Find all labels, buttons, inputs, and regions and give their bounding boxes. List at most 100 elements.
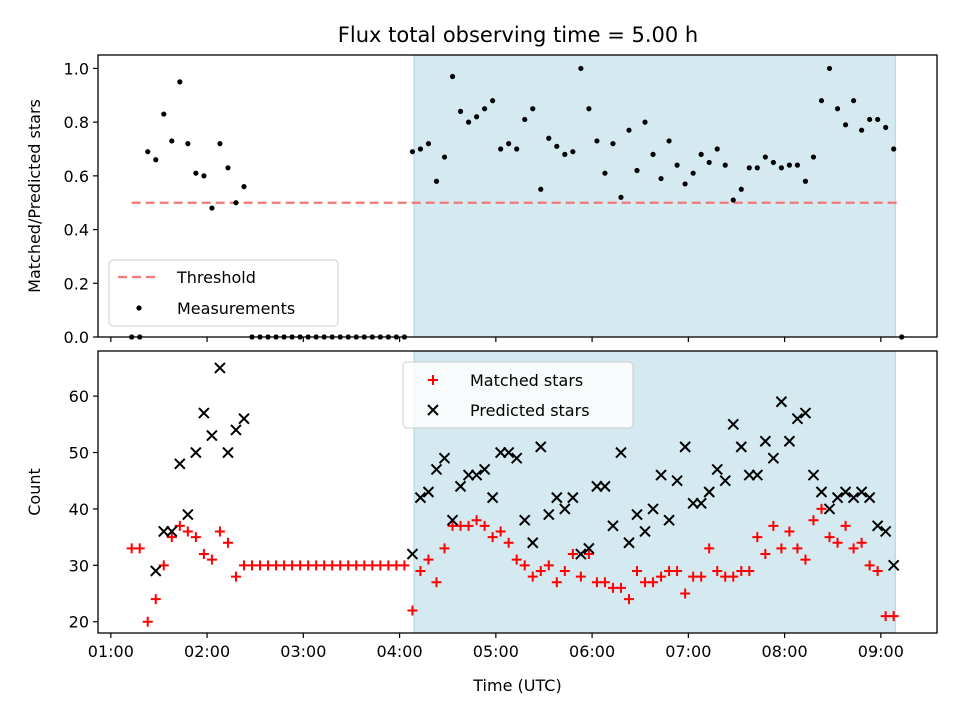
predicted-star-point: [502, 446, 515, 459]
matched-star-point: [535, 565, 546, 576]
predicted-star-point: [823, 503, 836, 515]
measurement-point: [441, 154, 448, 160]
predicted-star-point: [454, 480, 467, 493]
x-tick-label: 05:00: [473, 642, 519, 661]
measurement-point: [538, 186, 544, 192]
predicted-star-point: [599, 480, 611, 493]
matched-star-point: [672, 565, 683, 576]
matched-star-point: [776, 543, 787, 554]
measurement-point: [417, 146, 424, 152]
measurement-point: [554, 143, 560, 149]
measurement-point: [698, 151, 704, 157]
x-tick-label: 09:00: [858, 642, 904, 661]
matched-star-point: [599, 577, 610, 588]
predicted-star-point: [799, 407, 812, 419]
predicted-star-point: [831, 491, 844, 504]
predicted-star-point: [430, 463, 443, 476]
predicted-star-point: [214, 362, 226, 374]
predicted-star-point: [703, 486, 715, 498]
measurement-point: [473, 114, 480, 120]
predicted-star-point: [663, 514, 675, 526]
measurement-point: [506, 141, 512, 147]
measurement-point: [209, 205, 215, 211]
matched-star-point: [471, 515, 482, 526]
measurement-point: [850, 98, 857, 104]
matched-star-point: [551, 577, 562, 588]
x-tick-label: 03:00: [280, 642, 326, 661]
matched-star-point: [567, 549, 578, 560]
matched-star-point: [792, 543, 803, 554]
predicted-star-point: [150, 565, 162, 577]
figure-title: Flux total observing time = 5.00 h: [338, 23, 698, 47]
legend-measurement-label: Measurements: [177, 299, 295, 318]
matched-star-point: [423, 554, 434, 565]
measurement-point: [482, 106, 488, 112]
measurement-point: [586, 106, 592, 112]
matched-star-point: [511, 554, 522, 565]
predicted-star-point: [446, 514, 459, 526]
measurement-point: [762, 154, 768, 160]
legend-matched-label: Matched stars: [470, 371, 583, 390]
predicted-star-point: [631, 508, 643, 521]
predicted-star-point: [695, 497, 707, 509]
measurement-point: [778, 165, 784, 171]
measurement-point: [153, 157, 159, 163]
matched-star-point: [888, 611, 899, 622]
measurement-point: [810, 154, 817, 160]
predicted-star-point: [607, 520, 619, 532]
matched-star-point: [222, 537, 233, 548]
predicted-star-point: [583, 542, 595, 555]
measurement-point: [634, 167, 640, 174]
data-layer: [126, 362, 900, 627]
measurement-point: [714, 146, 720, 152]
matched-star-point: [704, 543, 715, 554]
measurement-point: [690, 170, 696, 176]
predicted-star-point: [486, 491, 499, 504]
matched-star-point: [479, 520, 490, 531]
predicted-star-point: [238, 412, 250, 425]
measurement-point: [225, 165, 231, 171]
measurement-point: [570, 149, 576, 155]
predicted-star-point: [783, 435, 796, 447]
measurement-point: [169, 138, 175, 144]
predicted-star-point: [759, 435, 772, 447]
measurement-point: [193, 170, 199, 176]
measurement-point: [409, 149, 416, 155]
x-tick-label: 08:00: [762, 642, 808, 661]
measurement-point: [145, 149, 151, 155]
matched-star-point: [495, 526, 506, 537]
measurement-point: [834, 106, 841, 112]
measurement-point: [802, 178, 809, 184]
legend-threshold-label: Threshold: [176, 268, 256, 287]
matched-star-point: [415, 565, 426, 576]
matched-star-point: [399, 560, 410, 571]
y-axis-label: Matched/Predicted stars: [25, 99, 44, 293]
y-tick-label: 0.8: [64, 113, 89, 132]
matched-star-point: [632, 565, 643, 576]
matched-star-point: [142, 616, 153, 627]
measurement-point: [562, 151, 568, 157]
matched-star-point: [752, 532, 763, 543]
measurement-point: [626, 127, 632, 133]
matched-star-point: [527, 571, 538, 582]
predicted-star-point: [839, 486, 852, 498]
measurement-point: [883, 124, 889, 131]
predicted-star-point: [735, 441, 747, 453]
y-tick-label: 0.2: [64, 274, 89, 293]
predicted-star-point: [615, 446, 627, 459]
measurement-point: [177, 79, 183, 85]
measurement-point: [770, 159, 776, 166]
measurement-point: [522, 116, 528, 123]
legend: Threshold Measurements: [108, 259, 339, 327]
measurement-point: [241, 184, 247, 190]
matched-star-point: [848, 543, 859, 554]
matched-star-point: [583, 549, 594, 560]
matched-star-point: [214, 526, 225, 537]
measurement-point: [449, 73, 456, 80]
matched-star-point: [543, 560, 554, 571]
predicted-star-point: [406, 548, 419, 560]
matched-star-point: [864, 560, 875, 571]
y-tick-label: 0.0: [64, 328, 89, 347]
predicted-star-point: [559, 503, 571, 515]
measurement-point: [217, 141, 223, 147]
